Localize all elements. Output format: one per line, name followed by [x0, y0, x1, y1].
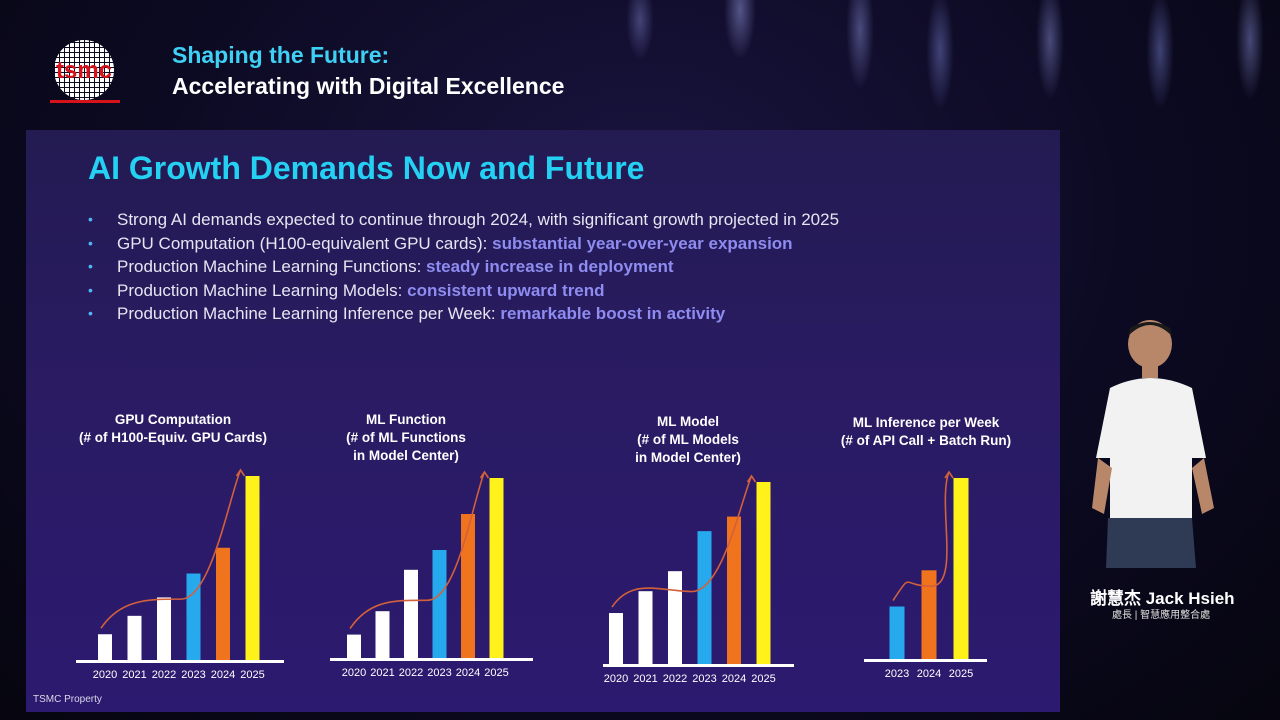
chart-bar-2024: [216, 547, 230, 660]
chart-bar-2023: [697, 531, 712, 664]
bullet-dot-icon: •: [88, 234, 93, 251]
bullet-item: • Production Machine Learning Models: con…: [88, 279, 839, 303]
bullet-list: • Strong AI demands expected to continue …: [88, 208, 839, 326]
bullet-text: GPU Computation (H100-equivalent GPU car…: [117, 233, 493, 253]
bullet-highlight: remarkable boost in activity: [500, 304, 726, 323]
chart-bar-2024: [727, 516, 741, 664]
bullet-text: Strong AI demands expected to continue t…: [117, 210, 840, 229]
chart-bar-2025: [489, 478, 504, 658]
chart-tick-label: 2020: [604, 673, 628, 685]
trend-arrow-head-icon: [944, 470, 954, 479]
bullet-item: • Production Machine Learning Functions: …: [88, 255, 839, 279]
bullet-highlight: steady increase in deployment: [426, 257, 674, 276]
trend-arrow-head-icon: [746, 474, 757, 483]
chart-title-line: ML Function: [366, 412, 446, 427]
chart-tick-label: 2024: [211, 669, 235, 681]
chart-tick-label: 2022: [399, 667, 423, 679]
chart-tick-label: 2023: [692, 673, 716, 685]
trend-arrow-head-icon: [479, 470, 490, 479]
chart-bar-2022: [404, 569, 418, 658]
chart-bar-2021: [127, 615, 142, 660]
speaker-name: 謝慧杰 Jack Hsieh: [1090, 589, 1235, 608]
chart-tick-label: 2025: [751, 673, 775, 685]
chart-tick-label: 2020: [342, 667, 366, 679]
bullet-item: • GPU Computation (H100-equivalent GPU ca…: [88, 232, 839, 256]
chart-bar-2022: [668, 571, 682, 664]
chart-axis-line: [603, 664, 794, 667]
chart-bar-2023: [432, 550, 447, 658]
stage-lights-background: [600, 0, 1280, 120]
presentation-title: Accelerating with Digital Excellence: [172, 73, 565, 99]
chart-tick-label: 2024: [456, 667, 480, 679]
chart-bar-2021: [638, 591, 653, 664]
chart-tick-label: 2021: [122, 669, 146, 681]
bullet-text: Production Machine Learning Inference pe…: [117, 304, 501, 323]
chart-title-line: ML Inference per Week: [853, 415, 1000, 430]
bullet-item: • Strong AI demands expected to continue …: [88, 208, 839, 232]
chart-tick-label: 2021: [633, 673, 657, 685]
chart-axis-line: [864, 659, 987, 662]
chart-tick-label: 2022: [152, 669, 176, 681]
chart-title-line: (# of ML Functions: [346, 430, 466, 445]
chart-tick-label: 2024: [722, 673, 746, 685]
chart-tick-label: 2021: [370, 667, 394, 679]
tsmc-logo: tsmc: [50, 40, 120, 103]
chart-title-line: in Model Center): [635, 450, 741, 465]
chart-bar-2020: [347, 634, 361, 658]
chart-tick-label: 2025: [240, 669, 264, 681]
chart-bar-2024: [921, 570, 937, 659]
chart-tick-label: 2024: [917, 668, 941, 680]
chart-bar-2020: [609, 613, 623, 664]
chart-title-line: (# of API Call + Batch Run): [841, 433, 1011, 448]
chart-bar-2025: [756, 482, 771, 664]
chart-tick-label: 2020: [93, 669, 117, 681]
chart-title-line: (# of H100-Equiv. GPU Cards): [79, 430, 267, 445]
chart-tick-label: 2022: [663, 673, 687, 685]
chart-bar-2025: [245, 476, 260, 660]
chart-tick-label: 2023: [427, 667, 451, 679]
bullet-highlight: substantial year-over-year expansion: [492, 233, 793, 253]
chart-title-line: (# of ML Models: [637, 432, 739, 447]
presentation-subtitle: Shaping the Future:: [172, 42, 390, 68]
chart-axis-line: [330, 658, 533, 661]
chart-tick-label: 2025: [949, 668, 973, 680]
chart-bar-2020: [98, 634, 112, 660]
bullet-text: Production Machine Learning Models:: [117, 280, 408, 300]
chart-tick-label: 2025: [484, 667, 508, 679]
chart-bar-2025: [953, 478, 969, 659]
chart-tick-label: 2023: [885, 668, 909, 680]
bullet-dot-icon: •: [88, 305, 93, 321]
chart-bar-2023: [889, 606, 905, 659]
trend-arrow-head-icon: [235, 468, 246, 477]
trend-arrow-line: [892, 471, 950, 601]
logo-wordmark: tsmc: [56, 57, 112, 84]
trend-arrow-line: [100, 469, 242, 629]
chart-title-line: in Model Center): [353, 448, 459, 463]
chart-bar-2022: [157, 597, 171, 660]
chart-bar-2024: [461, 514, 475, 658]
chart-bar-2021: [375, 611, 390, 658]
chart-title-line: ML Model: [657, 414, 719, 429]
bullet-item: • Production Machine Learning Inference p…: [88, 302, 839, 326]
bullet-dot-icon: •: [88, 211, 93, 227]
bullet-dot-icon: •: [88, 258, 93, 274]
bullet-highlight: consistent upward trend: [407, 280, 605, 300]
bullet-text: Production Machine Learning Functions:: [117, 257, 427, 276]
chart-title-line: GPU Computation: [115, 412, 231, 427]
speaker-role: 處長 | 智慧應用整合處: [1112, 610, 1211, 621]
chart-tick-label: 2023: [181, 669, 205, 681]
chart-axis-line: [76, 660, 284, 663]
slide-title: AI Growth Demands Now and Future: [88, 150, 645, 186]
footer-label: TSMC Property: [33, 694, 102, 705]
bullet-dot-icon: •: [88, 281, 93, 298]
trend-arrow-line: [611, 475, 753, 608]
trend-arrow-line: [349, 471, 486, 630]
speaker-photo: [1092, 320, 1214, 568]
